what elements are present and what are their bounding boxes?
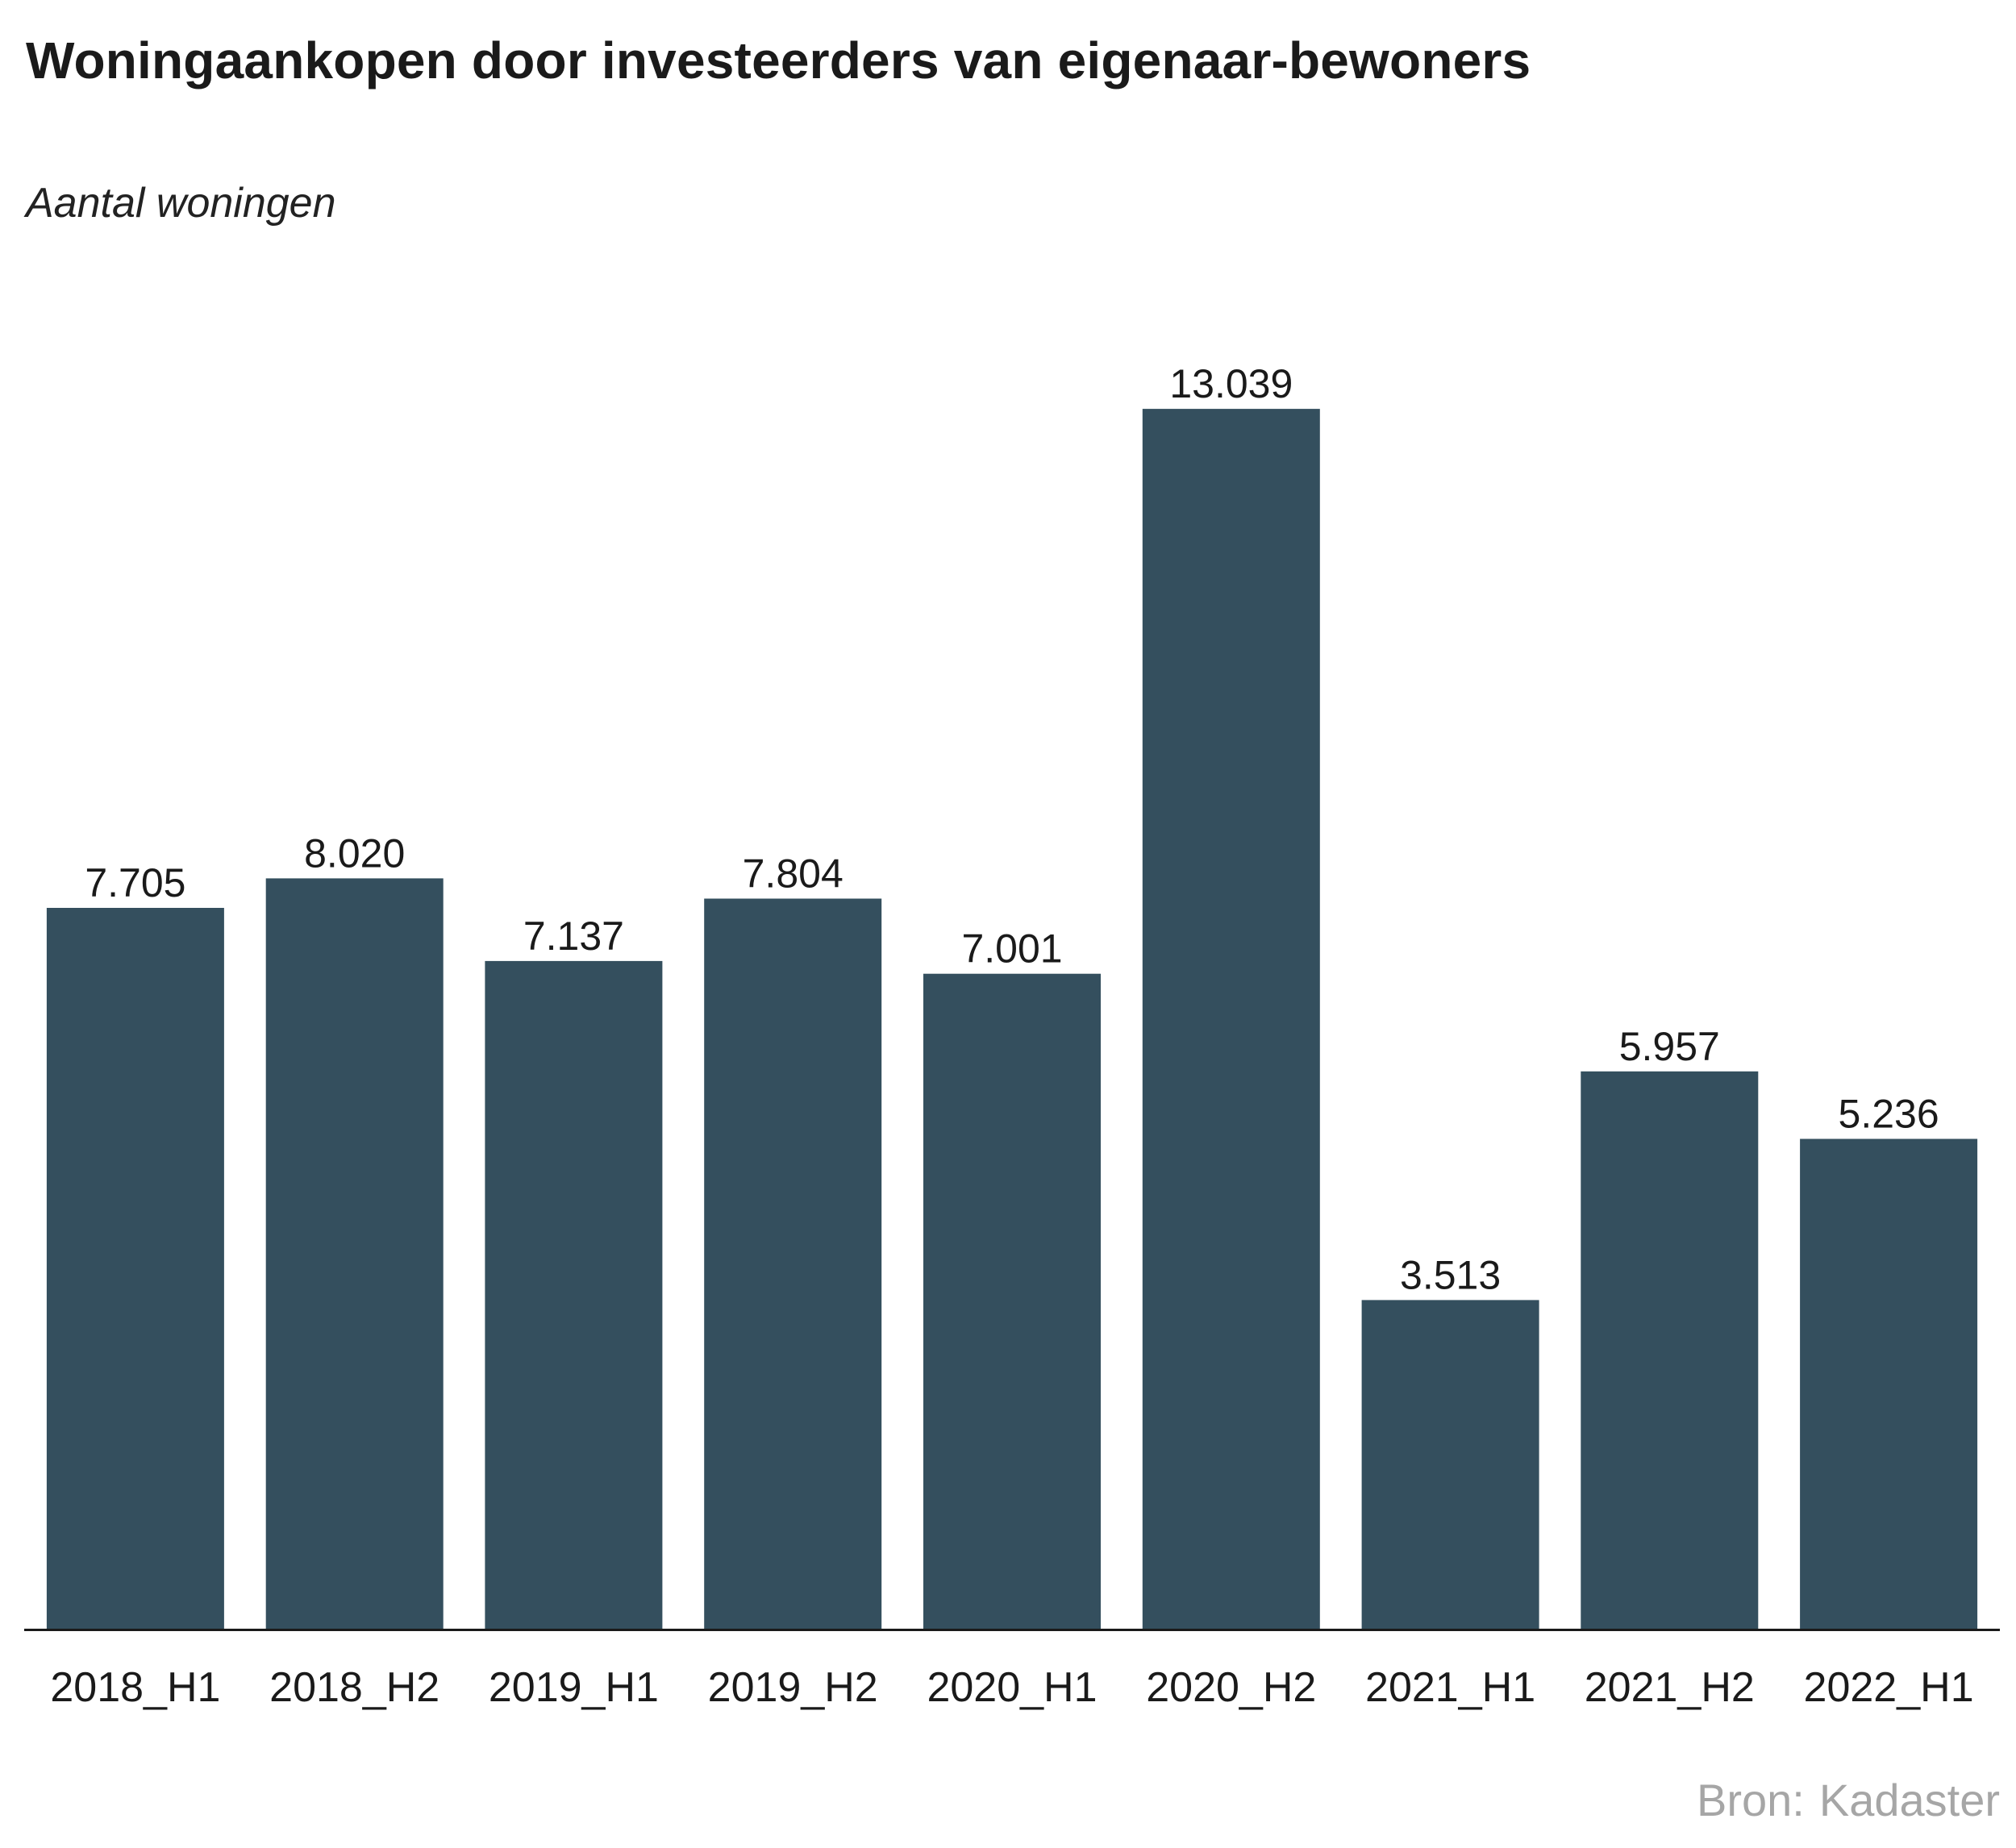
bar-2018_H1 (46, 908, 224, 1629)
value-label-2020_H2: 13.039 (1169, 361, 1293, 406)
value-label-2021_H1: 3.513 (1400, 1252, 1501, 1297)
value-label-2019_H2: 7.804 (743, 851, 843, 897)
bars-group (46, 409, 1978, 1629)
x-tick-label-2021_H1: 2021_H1 (1365, 1664, 1535, 1711)
bar-2020_H2 (1142, 409, 1320, 1629)
value-label-2018_H2: 8.020 (304, 830, 405, 876)
x-tick-label-2019_H1: 2019_H1 (489, 1664, 659, 1711)
bar-2018_H2 (265, 878, 444, 1629)
value-label-2018_H1: 7.705 (85, 860, 185, 905)
source-name: Kadaster (1818, 1775, 2000, 1825)
source-note: Bron: Kadaster (1697, 1774, 2000, 1826)
x-tick-label-2019_H2: 2019_H2 (708, 1664, 878, 1711)
bar-2021_H1 (1361, 1300, 1539, 1629)
x-tick-label-2018_H1: 2018_H1 (50, 1664, 220, 1711)
x-tick-label-2018_H2: 2018_H2 (269, 1664, 439, 1711)
value-labels-group: 7.705 8.020 7.137 7.804 7.001 13.039 3.513 5.95… (85, 361, 1939, 1297)
bar-2022_H1 (1800, 1138, 1978, 1629)
bar-2021_H2 (1581, 1071, 1759, 1629)
chart-title: Woningaankopen door investeerders van ei… (26, 31, 1531, 89)
x-tick-label-2020_H2: 2020_H2 (1146, 1664, 1316, 1711)
source-label: Bron: (1697, 1775, 1805, 1825)
x-tick-label-2022_H1: 2022_H1 (1804, 1664, 1974, 1711)
bar-2020_H1 (923, 973, 1101, 1629)
x-tick-labels-group: 2018_H1 2018_H2 2019_H1 2019_H2 2020_H1 2020_… (50, 1664, 1973, 1711)
chart-subtitle: Aantal woningen (26, 180, 336, 227)
x-tick-label-2021_H2: 2021_H2 (1585, 1664, 1755, 1711)
bar-2019_H1 (485, 960, 663, 1629)
value-label-2020_H1: 7.001 (961, 926, 1062, 972)
bar-2019_H2 (704, 898, 882, 1629)
value-label-2021_H2: 5.957 (1619, 1024, 1720, 1069)
x-tick-label-2020_H1: 2020_H1 (927, 1664, 1097, 1711)
value-label-2022_H1: 5.236 (1839, 1092, 1939, 1137)
value-label-2019_H1: 7.137 (523, 914, 624, 959)
